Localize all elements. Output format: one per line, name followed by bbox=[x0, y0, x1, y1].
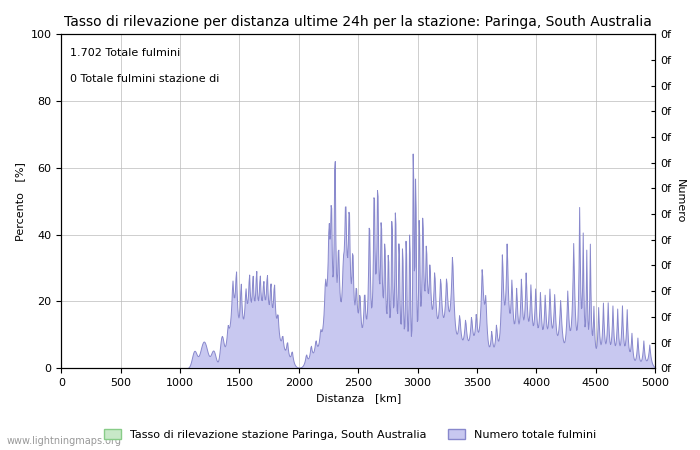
Y-axis label: Numero: Numero bbox=[675, 179, 685, 224]
Legend: Tasso di rilevazione stazione Paringa, South Australia, Numero totale fulmini: Tasso di rilevazione stazione Paringa, S… bbox=[99, 425, 601, 445]
X-axis label: Distanza   [km]: Distanza [km] bbox=[316, 393, 401, 404]
Text: 1.702 Totale fulmini: 1.702 Totale fulmini bbox=[70, 48, 181, 58]
Title: Tasso di rilevazione per distanza ultime 24h per la stazione: Paringa, South Aus: Tasso di rilevazione per distanza ultime… bbox=[64, 15, 652, 29]
Text: 0 Totale fulmini stazione di: 0 Totale fulmini stazione di bbox=[70, 74, 220, 85]
Text: www.lightningmaps.org: www.lightningmaps.org bbox=[7, 436, 122, 446]
Y-axis label: Percento   [%]: Percento [%] bbox=[15, 162, 25, 241]
